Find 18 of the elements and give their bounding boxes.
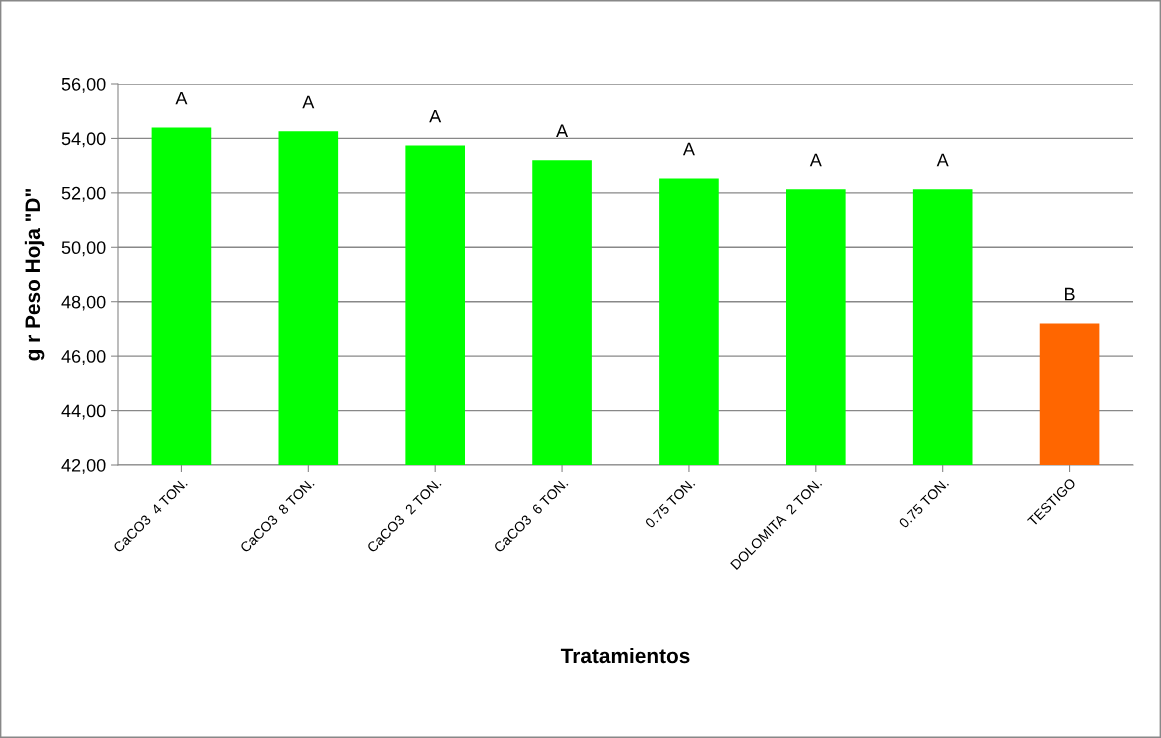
data-label: A — [175, 91, 188, 105]
data-label: A — [302, 95, 315, 109]
data-label: A — [429, 109, 442, 123]
data-label: B — [1065, 287, 1075, 301]
y-tick-label: 46,00 — [61, 350, 106, 365]
y-tick-label: 52,00 — [61, 186, 106, 202]
y-axis-title: g r Peso Hoja "D" — [24, 189, 45, 361]
data-label: A — [809, 153, 822, 167]
y-tick-label: 50,00 — [61, 241, 106, 257]
y-tick-label: 44,00 — [61, 404, 106, 420]
y-tick-label: 54,00 — [61, 132, 106, 148]
y-tick-label: 48,00 — [61, 295, 106, 311]
y-tick-label: 42,00 — [61, 458, 106, 474]
data-label: A — [936, 153, 949, 167]
x-axis-title: Tratamientos — [560, 647, 690, 664]
data-label: A — [556, 124, 569, 138]
data-label: A — [682, 142, 695, 156]
y-tick-label: 56,00 — [61, 77, 106, 93]
